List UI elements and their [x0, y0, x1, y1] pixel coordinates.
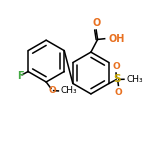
Text: O: O — [115, 88, 122, 97]
Text: CH₃: CH₃ — [127, 75, 143, 84]
Text: O: O — [48, 86, 56, 95]
Text: F: F — [17, 71, 24, 81]
Text: OH: OH — [108, 34, 125, 44]
Text: CH₃: CH₃ — [61, 86, 77, 95]
Text: O: O — [112, 62, 120, 71]
Text: O: O — [92, 18, 100, 28]
Text: S: S — [114, 74, 121, 84]
